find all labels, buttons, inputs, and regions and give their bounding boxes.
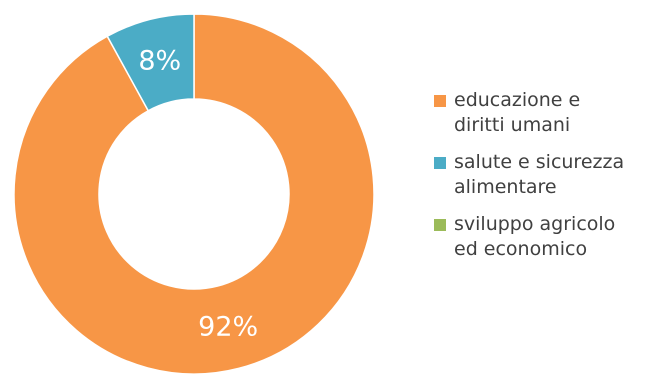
legend-label-educazione: educazione e diritti umani: [454, 89, 581, 136]
legend-swatch-sviluppo: [434, 219, 446, 231]
chart-legend: educazione e diritti umani salute e sicu…: [434, 88, 644, 274]
donut-slice-educazione: [13, 13, 375, 375]
data-label-educazione: 92%: [198, 312, 258, 343]
legend-item-sviluppo: sviluppo agricolo ed economico: [434, 212, 644, 262]
legend-swatch-educazione: [434, 95, 446, 107]
donut-slice-salute: [106, 13, 195, 112]
legend-item-educazione: educazione e diritti umani: [434, 88, 644, 138]
legend-swatch-salute: [434, 157, 446, 169]
legend-label-sviluppo: sviluppo agricolo ed economico: [454, 213, 616, 260]
legend-item-salute: salute e sicurezza alimentare: [434, 150, 644, 200]
data-label-salute: 8%: [138, 45, 181, 76]
legend-label-salute: salute e sicurezza alimentare: [454, 151, 625, 198]
